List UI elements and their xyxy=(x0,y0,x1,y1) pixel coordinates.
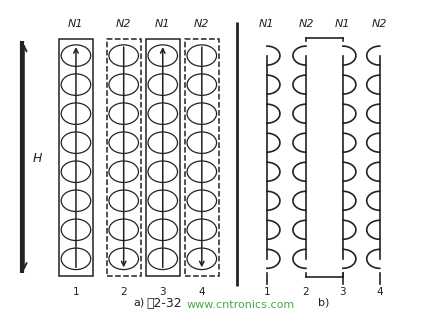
Text: www.cntronics.com: www.cntronics.com xyxy=(187,300,295,310)
Circle shape xyxy=(61,190,91,211)
Circle shape xyxy=(61,248,91,270)
Text: 2: 2 xyxy=(302,287,309,297)
Circle shape xyxy=(187,103,217,125)
Circle shape xyxy=(187,161,217,182)
Circle shape xyxy=(148,45,178,66)
Circle shape xyxy=(109,190,138,211)
Text: 4: 4 xyxy=(376,287,383,297)
Circle shape xyxy=(148,74,178,95)
Text: N1: N1 xyxy=(68,19,84,29)
Bar xyxy=(185,39,219,276)
Text: N1: N1 xyxy=(155,19,171,29)
Circle shape xyxy=(109,248,138,270)
Circle shape xyxy=(109,161,138,182)
Circle shape xyxy=(187,74,217,95)
Circle shape xyxy=(61,161,91,182)
Text: 2: 2 xyxy=(120,287,127,297)
Circle shape xyxy=(61,219,91,240)
Circle shape xyxy=(109,103,138,125)
Circle shape xyxy=(109,45,138,66)
Circle shape xyxy=(148,161,178,182)
Bar xyxy=(146,39,180,276)
Circle shape xyxy=(61,45,91,66)
Circle shape xyxy=(187,190,217,211)
Text: N2: N2 xyxy=(372,19,388,29)
Text: N2: N2 xyxy=(116,19,132,29)
Circle shape xyxy=(148,248,178,270)
Bar xyxy=(59,39,93,276)
Circle shape xyxy=(109,219,138,240)
Bar xyxy=(107,39,141,276)
Text: N2: N2 xyxy=(298,19,314,29)
Text: N1: N1 xyxy=(335,19,351,29)
Circle shape xyxy=(187,248,217,270)
Text: 1: 1 xyxy=(263,287,270,297)
Text: H: H xyxy=(32,151,42,165)
Text: 4: 4 xyxy=(198,287,205,297)
Circle shape xyxy=(109,132,138,154)
Circle shape xyxy=(148,190,178,211)
Text: 图2-32: 图2-32 xyxy=(147,297,182,310)
Circle shape xyxy=(187,45,217,66)
Circle shape xyxy=(148,132,178,154)
Text: a): a) xyxy=(133,297,145,307)
Circle shape xyxy=(61,103,91,125)
Circle shape xyxy=(148,103,178,125)
Circle shape xyxy=(148,219,178,240)
Text: 1: 1 xyxy=(72,287,79,297)
Text: 3: 3 xyxy=(159,287,166,297)
Circle shape xyxy=(61,132,91,154)
Text: b): b) xyxy=(318,297,329,307)
Circle shape xyxy=(109,74,138,95)
Circle shape xyxy=(187,132,217,154)
Text: N1: N1 xyxy=(259,19,275,29)
Text: N2: N2 xyxy=(194,19,210,29)
Text: 3: 3 xyxy=(339,287,346,297)
Circle shape xyxy=(61,74,91,95)
Circle shape xyxy=(187,219,217,240)
